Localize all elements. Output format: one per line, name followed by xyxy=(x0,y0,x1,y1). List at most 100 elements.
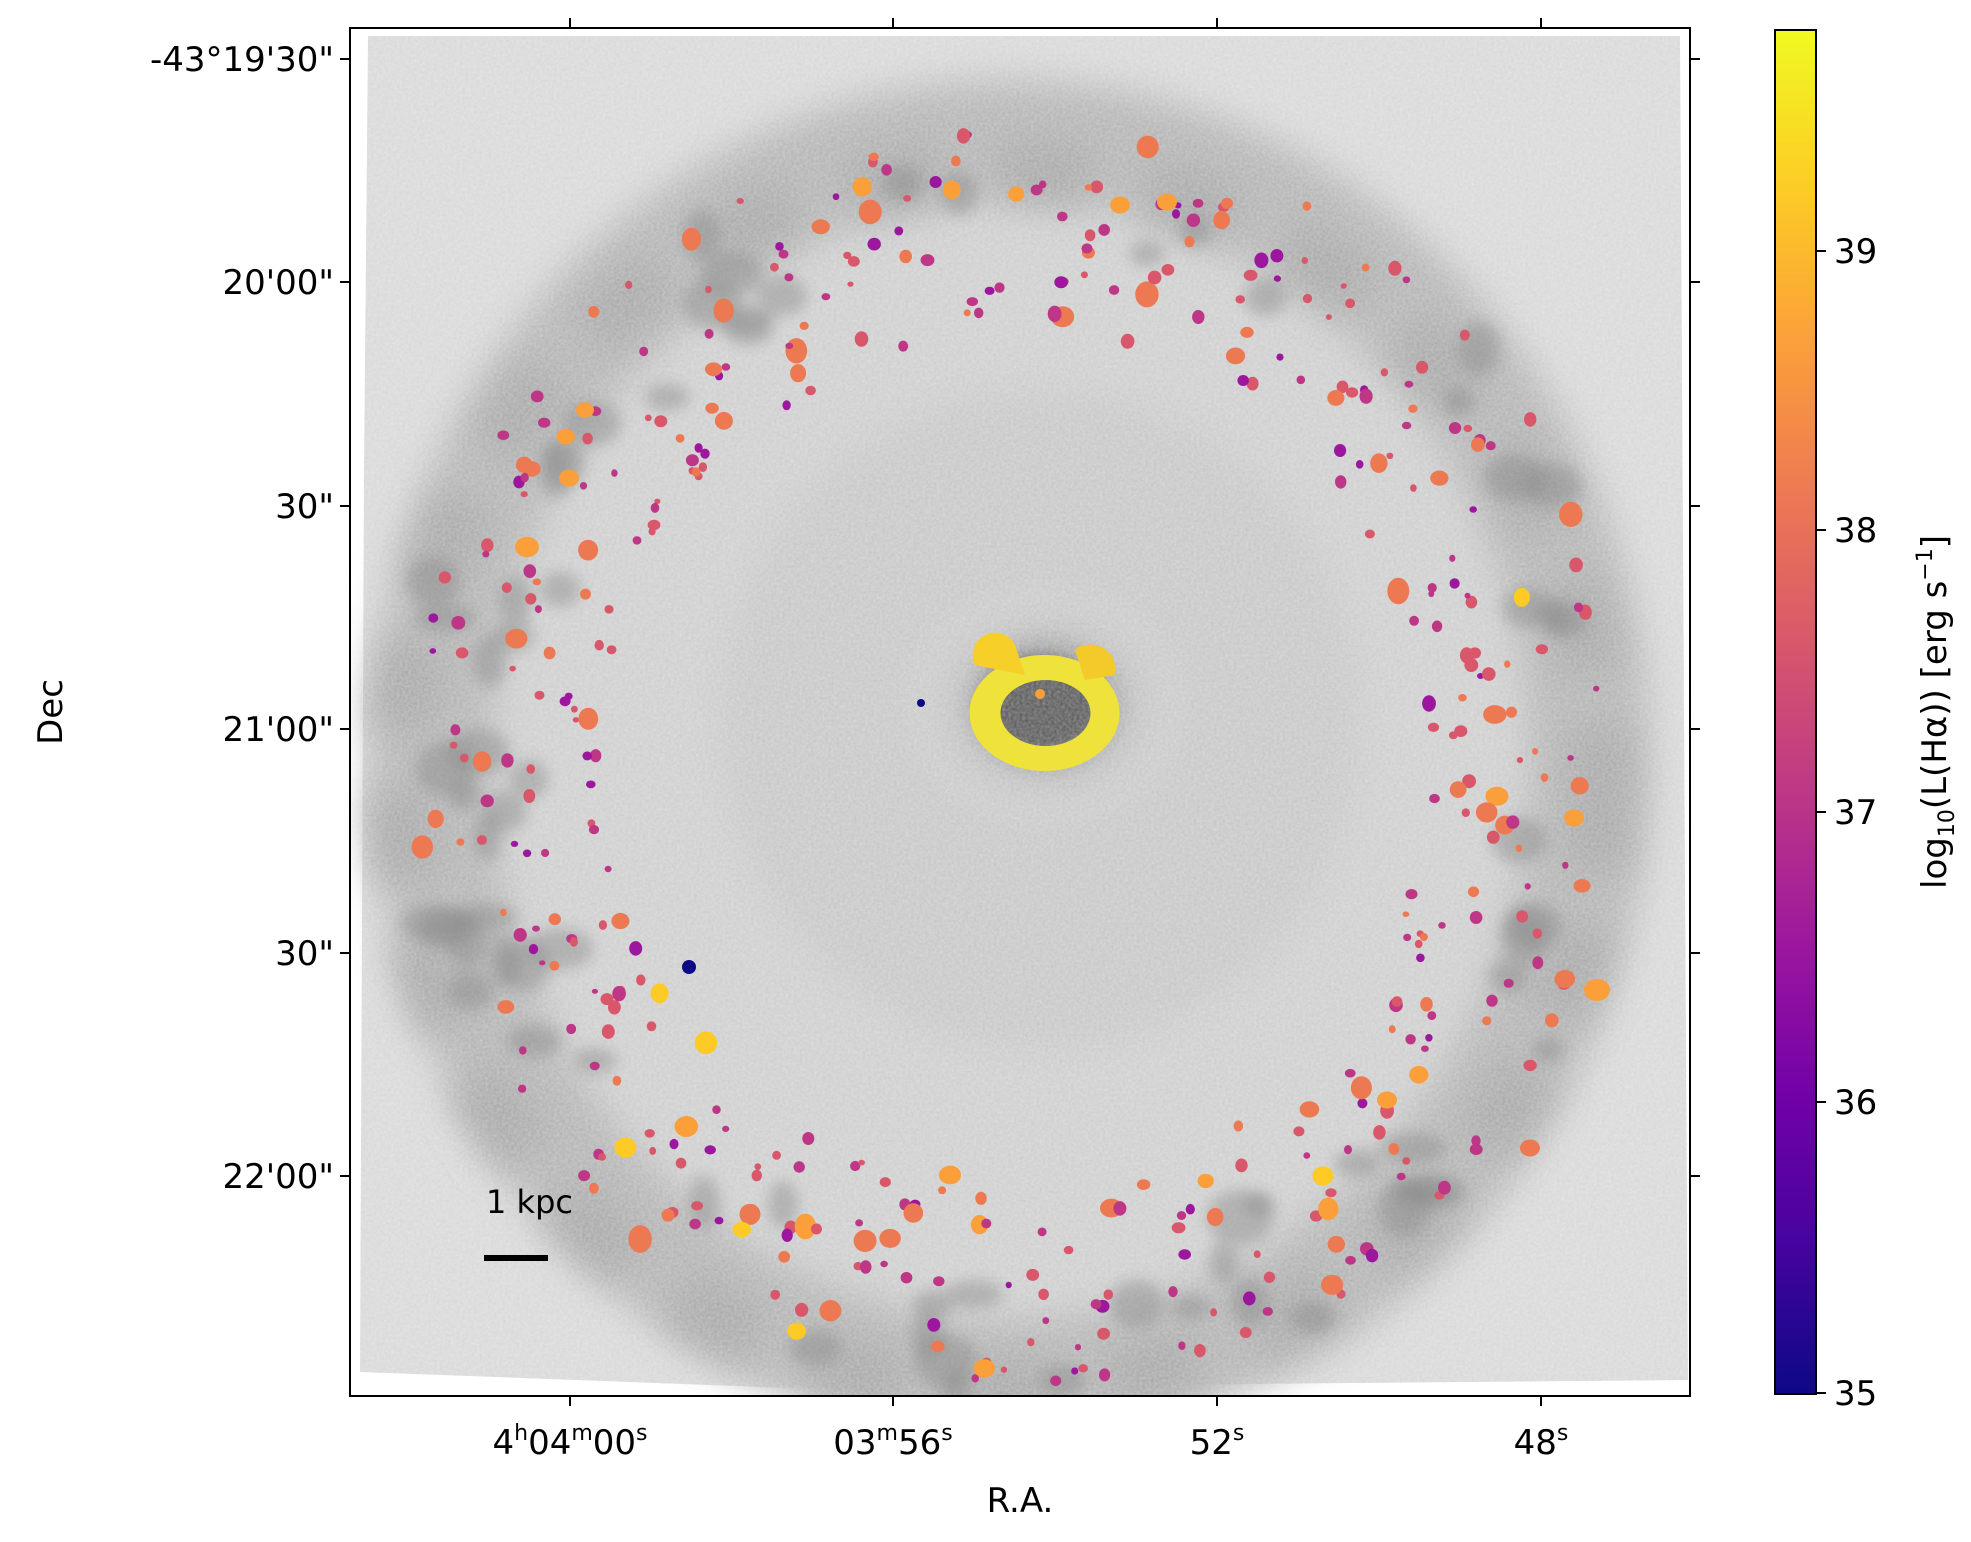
hii-region xyxy=(1359,388,1373,404)
hii-region xyxy=(799,321,809,330)
hii-region xyxy=(411,835,434,859)
hii-region xyxy=(714,1216,724,1225)
hii-region xyxy=(1569,557,1583,573)
bright-hii-region xyxy=(1110,196,1130,214)
hii-region xyxy=(1471,437,1485,452)
hii-region xyxy=(590,749,602,763)
hii-region xyxy=(1388,260,1402,276)
faint-source xyxy=(917,699,925,707)
hii-region xyxy=(654,415,668,428)
hii-region xyxy=(855,1219,863,1227)
colorbar-label: log10(L(Hα)) [erg s−1] xyxy=(1913,535,1960,889)
hii-region xyxy=(1303,1152,1311,1159)
hii-region xyxy=(1468,647,1481,659)
hii-region xyxy=(704,1145,716,1155)
hii-region xyxy=(632,536,642,545)
dust-clump xyxy=(1108,1280,1164,1328)
hii-region xyxy=(1449,554,1456,562)
hii-region xyxy=(455,647,469,659)
dust-clump xyxy=(1380,1132,1447,1163)
hii-region xyxy=(578,1170,591,1182)
hii-region xyxy=(772,1150,781,1160)
hii-region xyxy=(1345,1255,1356,1265)
hii-region xyxy=(456,838,465,846)
hii-region xyxy=(515,456,533,473)
hii-region xyxy=(1302,293,1313,304)
hii-region xyxy=(1192,310,1205,324)
hii-region xyxy=(1404,380,1414,388)
hii-region xyxy=(538,417,551,428)
hii-region xyxy=(775,242,784,251)
hii-region xyxy=(1344,1068,1356,1078)
hii-region xyxy=(1373,1125,1386,1140)
hii-region xyxy=(601,1024,615,1039)
hii-region xyxy=(1459,329,1470,341)
hii-region xyxy=(501,582,512,593)
hii-region xyxy=(497,1000,515,1014)
hii-region xyxy=(1345,298,1355,309)
hii-region xyxy=(894,226,904,236)
bright-hii-region xyxy=(559,469,579,487)
hii-region xyxy=(1482,1016,1492,1026)
hii-region xyxy=(1449,781,1467,798)
dust-clump xyxy=(507,1024,563,1058)
hii-region xyxy=(802,1132,815,1145)
hii-region xyxy=(505,628,528,649)
hii-region xyxy=(480,794,494,808)
hii-region xyxy=(451,616,466,630)
hii-region xyxy=(1559,501,1583,527)
hii-region xyxy=(1554,970,1576,988)
hii-region xyxy=(1178,1341,1186,1350)
hii-region xyxy=(1050,1375,1062,1387)
hii-region xyxy=(611,912,630,930)
hii-region xyxy=(1427,722,1440,732)
hii-region xyxy=(586,780,596,789)
hii-region xyxy=(539,960,546,966)
hii-region xyxy=(984,286,995,295)
hii-region xyxy=(1098,224,1110,236)
hii-region xyxy=(1099,1368,1111,1382)
hii-region xyxy=(579,482,588,490)
hii-region xyxy=(520,472,529,483)
hii-region xyxy=(525,593,537,605)
hii-region xyxy=(1344,1145,1352,1155)
hii-region xyxy=(450,724,461,736)
hii-region xyxy=(1469,506,1477,513)
hii-region xyxy=(1246,376,1259,391)
hii-region xyxy=(1243,1291,1256,1306)
hii-region xyxy=(519,1046,527,1055)
hii-region xyxy=(685,454,699,467)
hii-region xyxy=(1482,667,1496,681)
hii-region xyxy=(705,362,722,377)
hii-region xyxy=(1458,694,1467,702)
hii-region xyxy=(1042,1317,1050,1325)
hii-region xyxy=(1532,748,1539,755)
hii-region xyxy=(1524,883,1531,890)
hii-region xyxy=(1469,1143,1483,1155)
hii-region xyxy=(523,789,536,803)
hii-region xyxy=(604,865,612,873)
hii-region xyxy=(1570,777,1589,795)
hii-region xyxy=(1340,283,1347,289)
hii-region xyxy=(929,176,942,188)
hii-region xyxy=(427,809,444,829)
hii-region xyxy=(1027,1338,1035,1347)
hii-region xyxy=(1380,368,1389,377)
hii-region xyxy=(628,1225,652,1253)
hii-region xyxy=(714,411,733,430)
hii-region xyxy=(850,1160,861,1172)
hii-region xyxy=(859,1260,872,1274)
hii-region xyxy=(754,1163,762,1171)
hii-region xyxy=(1402,276,1411,284)
x-axis-label: R.A. xyxy=(987,1481,1054,1521)
hii-region xyxy=(594,639,604,651)
hii-region xyxy=(847,256,860,267)
hii-region xyxy=(1387,577,1410,605)
hii-region xyxy=(1403,933,1412,942)
hii-region xyxy=(1327,1235,1346,1253)
hii-region xyxy=(973,1359,995,1378)
colorbar-tick-label: 37 xyxy=(1834,793,1877,833)
hii-region xyxy=(510,840,519,848)
hii-region xyxy=(611,469,618,477)
hii-region xyxy=(852,177,872,197)
